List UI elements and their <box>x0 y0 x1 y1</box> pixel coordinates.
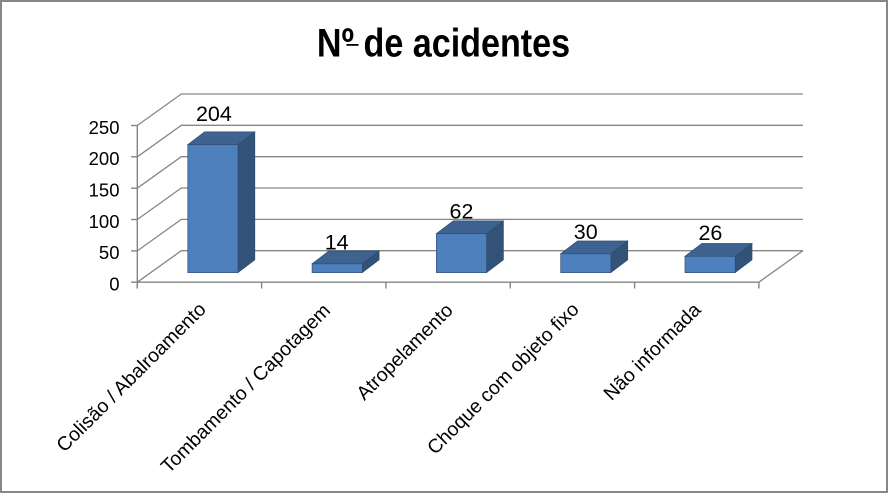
svg-text:Não informada: Não informada <box>599 299 705 405</box>
svg-text:30: 30 <box>574 220 598 244</box>
svg-text:62: 62 <box>449 199 473 223</box>
svg-text:150: 150 <box>89 180 120 201</box>
svg-text:14: 14 <box>325 231 349 255</box>
svg-text:100: 100 <box>89 211 120 232</box>
svg-text:50: 50 <box>99 242 120 263</box>
svg-text:250: 250 <box>89 117 120 138</box>
svg-text:0: 0 <box>109 274 119 295</box>
svg-text:Atropelamento: Atropelamento <box>352 299 457 404</box>
svg-text:26: 26 <box>698 221 722 245</box>
svg-text:Nº de acidentes: Nº de acidentes <box>317 20 570 65</box>
svg-text:204: 204 <box>196 102 232 126</box>
svg-text:200: 200 <box>89 148 120 169</box>
